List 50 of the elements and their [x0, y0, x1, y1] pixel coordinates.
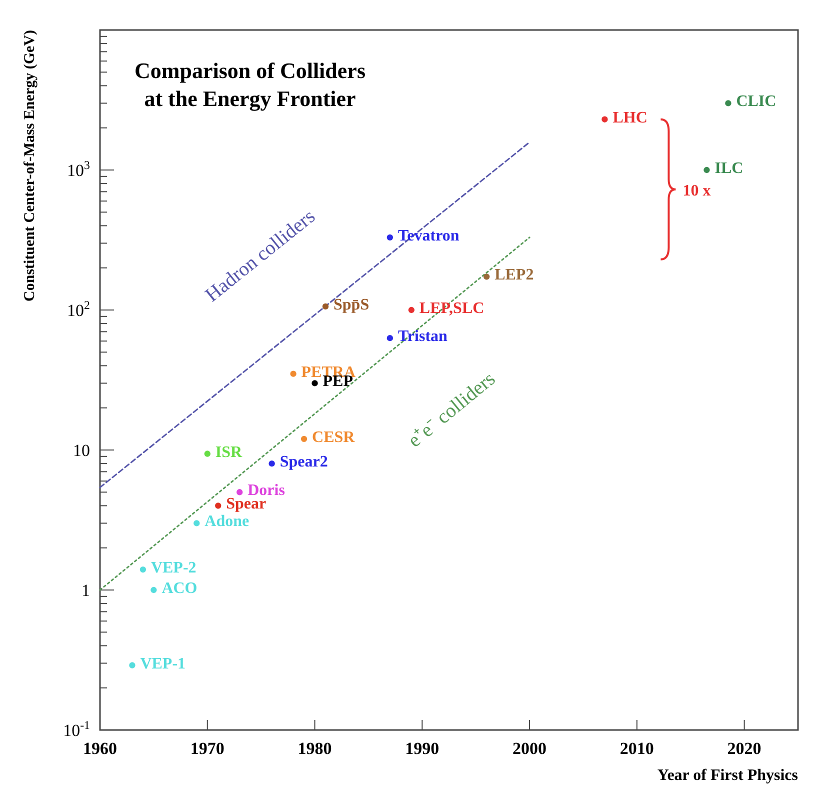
series-label: Adone — [204, 513, 250, 530]
point — [483, 274, 490, 280]
text: Comparison of Colliders at the Energy Frontier — [134, 58, 366, 111]
series-label: LEP,SLC — [419, 300, 484, 317]
series-label: ILC — [714, 160, 744, 177]
series-label: CESR — [312, 428, 356, 446]
y-tick-label: 10$^{2}$ — [67, 298, 90, 320]
point — [194, 520, 200, 526]
y-tick-label: 10$^{3}$ — [67, 158, 90, 180]
series-label: LHC — [612, 109, 648, 126]
series-label: VEP-2 — [150, 560, 196, 577]
annotation: 10 x — [682, 182, 711, 200]
x-tick-label: 2020 — [727, 739, 762, 758]
point — [300, 436, 308, 442]
point — [204, 450, 210, 457]
y-tick-label: 10 — [73, 441, 90, 460]
series-label: Tevatron — [398, 227, 460, 244]
series-label: CLIC — [736, 93, 776, 110]
point — [386, 335, 394, 342]
point — [725, 100, 732, 106]
x-axis-title: Year of First Physics — [657, 767, 798, 784]
point — [602, 116, 608, 122]
x-tick-label: 2000 — [512, 739, 547, 758]
point — [386, 234, 394, 240]
point — [312, 380, 318, 386]
series-label: Tristan — [398, 328, 448, 346]
point — [322, 303, 329, 310]
x-tick-label: 2010 — [620, 739, 654, 758]
point — [290, 370, 296, 377]
point — [140, 566, 146, 573]
point — [268, 460, 275, 467]
point — [704, 166, 710, 174]
series-label: VEP-1 — [140, 655, 186, 672]
y-tick-label: 10$^{-1}$ — [63, 718, 90, 740]
point — [236, 489, 243, 496]
x-tick-label: 1990 — [405, 739, 440, 758]
y-axis-title: Constituent Center-of-Mass Energy (GeV) — [22, 30, 38, 302]
x-tick-label: 1980 — [298, 739, 332, 758]
series-label: ISR — [215, 444, 243, 461]
series-label: ACO — [162, 580, 198, 597]
y-tick-label: 1 — [82, 581, 90, 600]
x-tick-label: 1960 — [83, 739, 117, 758]
series-label: Spp̄S — [334, 296, 370, 314]
series-label: LEP2 — [494, 266, 534, 284]
point — [129, 662, 136, 668]
x-tick-label: 1970 — [190, 739, 224, 758]
point — [150, 586, 157, 594]
series-label: Spear2 — [280, 454, 328, 471]
point — [215, 502, 222, 509]
point — [408, 306, 415, 314]
